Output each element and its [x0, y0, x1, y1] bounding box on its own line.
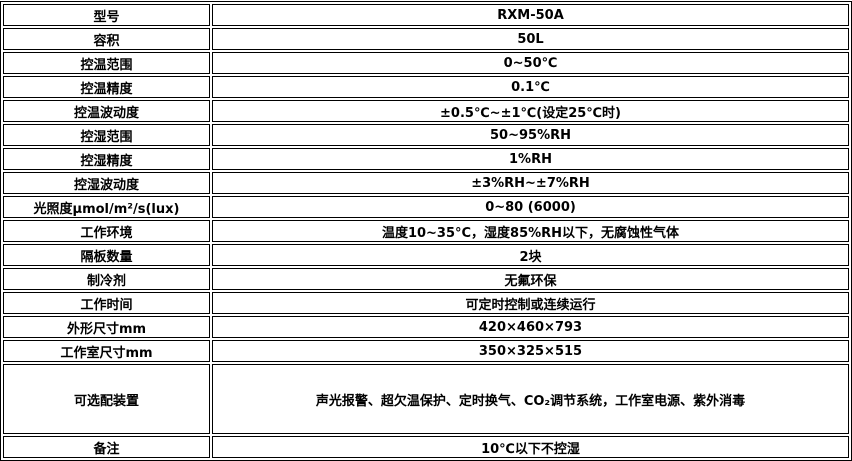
spec-label: 可选配装置: [3, 364, 210, 434]
spec-value: 420×460×793: [212, 316, 849, 338]
spec-value: ±3%RH~±7%RH: [212, 172, 849, 194]
spec-value: 0.1℃: [212, 76, 849, 98]
spec-row: 控温精度 0.1℃: [3, 76, 849, 98]
spec-value: 10℃以下不控湿: [212, 436, 849, 458]
spec-label: 控湿波动度: [3, 172, 210, 194]
spec-value: 50L: [212, 28, 849, 50]
spec-label: 外形尺寸mm: [3, 316, 210, 338]
spec-row: 控湿精度 1%RH: [3, 148, 849, 170]
spec-value: 声光报警、超欠温保护、定时换气、CO₂调节系统，工作室电源、紫外消毒: [212, 364, 849, 434]
spec-label: 备注: [3, 436, 210, 458]
spec-label: 制冷剂: [3, 268, 210, 290]
spec-row: 光照度μmol/m²/s(lux) 0~80 (6000): [3, 196, 849, 218]
spec-row: 备注 10℃以下不控湿: [3, 436, 849, 458]
spec-label: 容积: [3, 28, 210, 50]
spec-label: 控温精度: [3, 76, 210, 98]
spec-label: 控温波动度: [3, 100, 210, 122]
spec-label: 型号: [3, 4, 210, 26]
spec-value: 0~80 (6000): [212, 196, 849, 218]
spec-row: 外形尺寸mm 420×460×793: [3, 316, 849, 338]
spec-value: ±0.5℃~±1℃(设定25℃时): [212, 100, 849, 122]
spec-row: 控温范围 0~50℃: [3, 52, 849, 74]
spec-row: 工作室尺寸mm 350×325×515: [3, 340, 849, 362]
spec-value: 温度10~35°C，湿度85%RH以下，无腐蚀性气体: [212, 220, 849, 242]
spec-value: 1%RH: [212, 148, 849, 170]
spec-row: 控温波动度 ±0.5℃~±1℃(设定25℃时): [3, 100, 849, 122]
spec-label: 工作室尺寸mm: [3, 340, 210, 362]
spec-row: 工作环境 温度10~35°C，湿度85%RH以下，无腐蚀性气体: [3, 220, 849, 242]
spec-value: 无氟环保: [212, 268, 849, 290]
spec-table-body: 型号 RXM-50A 容积 50L 控温范围 0~50℃ 控温精度 0.1℃ 控温波动度 ±0.5…: [3, 4, 849, 458]
spec-value: 350×325×515: [212, 340, 849, 362]
spec-value: 2块: [212, 244, 849, 266]
spec-label: 控湿范围: [3, 124, 210, 146]
spec-label: 工作时间: [3, 292, 210, 314]
spec-row: 制冷剂 无氟环保: [3, 268, 849, 290]
spec-value: 可定时控制或连续运行: [212, 292, 849, 314]
spec-row: 容积 50L: [3, 28, 849, 50]
spec-row: 隔板数量 2块: [3, 244, 849, 266]
spec-value: RXM-50A: [212, 4, 849, 26]
spec-row: 控湿波动度 ±3%RH~±7%RH: [3, 172, 849, 194]
spec-row: 控湿范围 50~95%RH: [3, 124, 849, 146]
spec-label: 隔板数量: [3, 244, 210, 266]
spec-row: 工作时间 可定时控制或连续运行: [3, 292, 849, 314]
spec-label: 控温范围: [3, 52, 210, 74]
spec-row: 型号 RXM-50A: [3, 4, 849, 26]
spec-label: 控湿精度: [3, 148, 210, 170]
spec-label: 工作环境: [3, 220, 210, 242]
spec-label: 光照度μmol/m²/s(lux): [3, 196, 210, 218]
spec-row: 可选配装置 声光报警、超欠温保护、定时换气、CO₂调节系统，工作室电源、紫外消毒: [3, 364, 849, 434]
spec-value: 0~50℃: [212, 52, 849, 74]
spec-value: 50~95%RH: [212, 124, 849, 146]
